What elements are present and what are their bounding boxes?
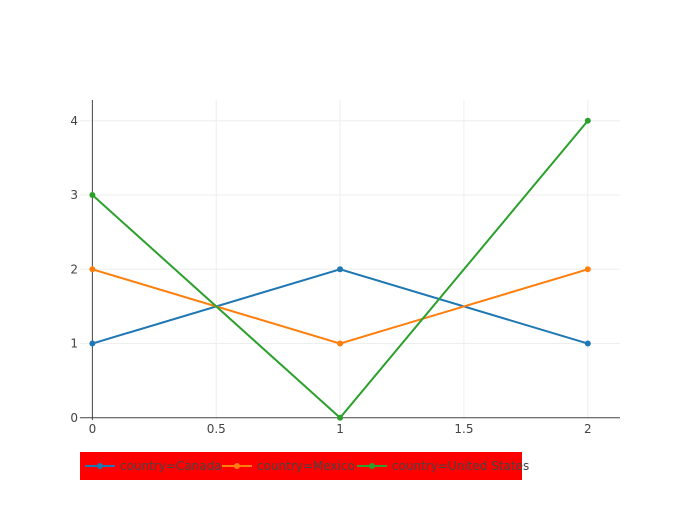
y-tick-label: 2 <box>70 262 78 276</box>
series-layer <box>89 117 591 421</box>
y-tick-label: 0 <box>70 411 78 425</box>
legend-label: country=Canada <box>120 459 222 473</box>
x-tick-label: 0 <box>89 422 97 436</box>
data-point[interactable] <box>584 340 591 347</box>
data-point[interactable] <box>89 192 96 199</box>
legend-item[interactable]: country=Canada <box>85 459 222 473</box>
grid-layer <box>80 100 620 420</box>
legend[interactable]: country=Canada country=Mexico country=Unit… <box>80 452 529 480</box>
legend-swatch-marker <box>369 463 375 469</box>
legend-background <box>80 452 522 480</box>
y-tick-label: 4 <box>70 114 78 128</box>
y-tick-label: 1 <box>70 337 78 351</box>
axis-layer <box>80 100 620 420</box>
data-point[interactable] <box>337 266 344 273</box>
legend-swatch-marker <box>234 463 240 469</box>
legend-swatch-marker <box>97 463 103 469</box>
tick-layer: 0 0.5 1 1.5 2 0 1 2 3 4 <box>70 114 591 436</box>
x-tick-label: 1.5 <box>454 422 473 436</box>
data-point[interactable] <box>89 266 96 273</box>
x-tick-label: 1 <box>336 422 344 436</box>
legend-item[interactable]: country=Mexico <box>222 459 355 473</box>
x-tick-label: 0.5 <box>207 422 226 436</box>
x-tick-label: 2 <box>584 422 592 436</box>
data-point[interactable] <box>89 340 96 347</box>
legend-item[interactable]: country=United States <box>357 459 529 473</box>
legend-label: country=United States <box>392 459 529 473</box>
legend-label: country=Mexico <box>257 459 355 473</box>
data-point[interactable] <box>337 414 344 421</box>
y-tick-label: 3 <box>70 188 78 202</box>
data-point[interactable] <box>337 340 344 347</box>
data-point[interactable] <box>584 117 591 124</box>
data-point[interactable] <box>584 266 591 273</box>
